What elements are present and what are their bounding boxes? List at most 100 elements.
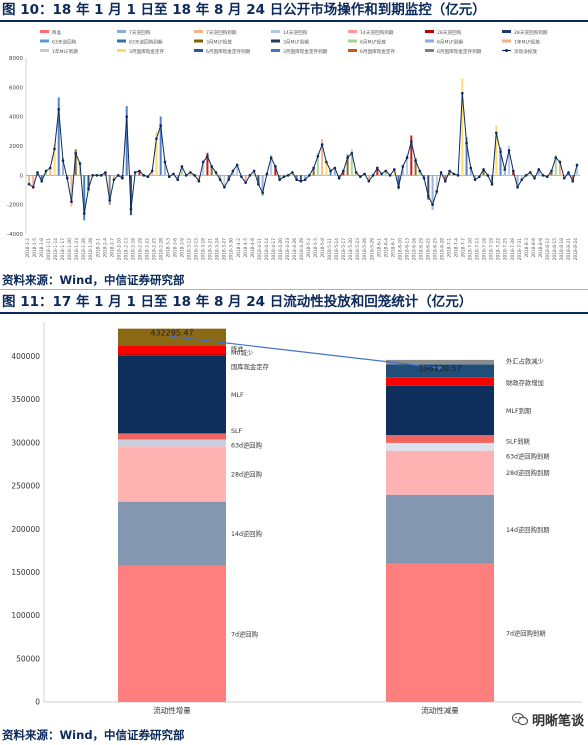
- ops-bar: [108, 175, 111, 205]
- x-tick-label: 2018-1-14: [53, 238, 59, 261]
- net-injection-point: [320, 143, 324, 146]
- ops-bar: [325, 159, 328, 176]
- ops-bar: [155, 132, 158, 176]
- net-injection-point: [95, 174, 99, 177]
- ops-bar: [465, 137, 468, 176]
- ops-bar: [312, 166, 315, 176]
- x-tick-label: 2018-4-5: [243, 238, 249, 258]
- x-tick-label: 2018-3-15: [194, 238, 200, 261]
- net-injection-point: [575, 163, 579, 167]
- x-tick-label: 2018-3-27: [222, 238, 228, 261]
- total-label: 396120.57: [418, 364, 461, 373]
- y-tick-label: 0: [35, 698, 40, 707]
- ops-bar: [151, 170, 154, 176]
- y-tick-label: 6000: [9, 85, 23, 91]
- ops-bar: [270, 154, 273, 176]
- ops-bar: [274, 164, 277, 176]
- net-injection-point: [325, 160, 328, 164]
- legend-swatch: [117, 49, 126, 52]
- x-tick-label: 2018-2-22: [144, 238, 150, 261]
- ops-bar: [197, 175, 200, 183]
- x-tick-label: 2018-3-18: [201, 238, 207, 261]
- net-injection-point: [291, 171, 294, 174]
- ops-bar: [495, 125, 498, 176]
- decrease-segment: [386, 450, 494, 495]
- decrease-segment: [386, 377, 494, 386]
- net-injection-point: [486, 174, 490, 177]
- x-tick-label: 2018-6-13: [404, 238, 410, 261]
- decrease-segment: [386, 364, 494, 378]
- ops-bar: [295, 175, 298, 181]
- net-injection-point: [27, 182, 31, 186]
- ops-bar: [350, 149, 353, 176]
- ops-bar: [329, 170, 332, 176]
- legend-label: 7天逆回购到期: [206, 29, 237, 36]
- net-injection-point: [410, 140, 413, 143]
- decrease-segment: [386, 442, 494, 451]
- net-injection-point: [31, 185, 35, 189]
- net-injection-point: [439, 171, 443, 174]
- net-injection-point: [274, 165, 277, 168]
- increase-segment-label: 63d逆回购: [231, 440, 262, 449]
- x-tick-label: 2018-5-29: [369, 238, 375, 261]
- x-tick-label: 2018-3-3: [166, 238, 172, 258]
- net-injection-point: [461, 91, 464, 95]
- net-injection-point: [444, 179, 447, 183]
- legend-swatch: [117, 39, 126, 43]
- ops-bar: [499, 147, 502, 176]
- total-connector-line: [171, 336, 441, 369]
- net-injection-line: [28, 93, 578, 214]
- net-injection-point: [393, 168, 396, 171]
- ops-bar: [384, 170, 387, 176]
- legend-label: 流动净投放: [514, 48, 537, 55]
- net-injection-point: [197, 179, 201, 183]
- net-injection-point: [541, 174, 545, 177]
- net-injection-point: [193, 174, 196, 177]
- net-injection-point: [448, 169, 451, 173]
- increase-segment-label: 14d逆回购: [231, 529, 262, 538]
- ops-bar: [508, 145, 511, 176]
- net-injection-point: [231, 169, 235, 173]
- x-tick-label: 2018-6-16: [411, 238, 417, 261]
- net-injection-point: [286, 174, 290, 177]
- legend-label: 14天逆回购: [283, 29, 308, 36]
- ops-bar: [61, 158, 64, 176]
- x-tick-label: 2018-4-23: [285, 238, 291, 261]
- net-injection-point: [278, 178, 281, 182]
- x-tick-label: 2018-1-2: [25, 238, 31, 258]
- x-tick-label: 2018-6-28: [440, 238, 446, 261]
- net-injection-point: [248, 174, 252, 177]
- ops-bar: [346, 154, 349, 176]
- net-injection-point: [329, 169, 332, 173]
- x-tick-label: 2018-7-13: [475, 238, 481, 261]
- ops-bar: [342, 170, 345, 176]
- increase-segment-label: 28d逆回购: [231, 470, 262, 479]
- legend-swatch: [117, 30, 126, 33]
- net-injection-point: [520, 178, 524, 182]
- net-injection-point: [240, 175, 243, 179]
- x-tick-label: 2018-5-5: [313, 238, 319, 258]
- net-injection-point: [346, 156, 349, 160]
- net-injection-point: [397, 185, 400, 189]
- legend-swatch-marker: [505, 49, 508, 52]
- legend-label: 1年MLF投放: [514, 39, 540, 46]
- net-injection-point: [269, 156, 273, 160]
- x-tick-label: 2018-7-7: [461, 238, 467, 258]
- legend-swatch: [40, 30, 49, 33]
- net-injection-point: [567, 171, 570, 174]
- x-tick-label: 2018-5-8: [320, 238, 326, 258]
- legend-swatch: [194, 49, 203, 52]
- ops-bar: [469, 166, 472, 176]
- net-injection-point: [516, 185, 519, 189]
- x-tick-label: 2018-5-23: [355, 238, 361, 261]
- decrease-segment-label: MLF到期: [506, 407, 531, 415]
- increase-segment-label: MLF: [231, 392, 244, 399]
- ops-bar: [244, 175, 247, 184]
- ops-bar: [44, 170, 47, 176]
- x-tick-label: 2018-7-22: [496, 238, 502, 261]
- ops-bar: [397, 175, 400, 190]
- net-injection-point: [503, 168, 507, 171]
- decrease-segment-label: 28d逆回购到期: [506, 468, 550, 477]
- net-injection-point: [308, 174, 311, 177]
- legend-swatch: [40, 49, 49, 52]
